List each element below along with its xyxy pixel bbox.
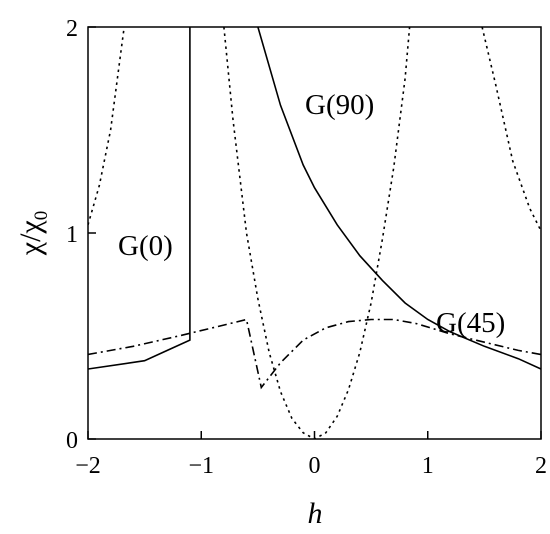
series-layer: [88, 27, 541, 439]
y-tick-label: 1: [66, 222, 78, 248]
x-axis-label: h: [308, 497, 323, 530]
series-label-g0: G(0): [118, 230, 173, 262]
series-label-g90: G(90): [305, 89, 374, 121]
series-line-g-90-segment-2: [481, 27, 541, 232]
series-line-g-0-segment-1: [257, 27, 541, 370]
series-line-g-90-segment-0: [88, 27, 125, 226]
series-line-g-45-segment-0: [88, 318, 541, 390]
y-axis-label-main: χ/χ: [14, 220, 47, 257]
series-label-g45: G(45): [436, 307, 505, 339]
series-line-g-0-segment-0: [88, 27, 191, 370]
series-line-g-90-segment-1: [223, 27, 411, 439]
svg-text:χ/χ0: χ/χ0: [14, 211, 52, 256]
x-tick-label: 1: [422, 453, 434, 479]
x-tick-label: 0: [309, 453, 321, 479]
y-tick-label: 2: [66, 16, 78, 42]
y-axis-label: χ/χ0: [14, 211, 52, 256]
x-tick-label: −1: [188, 453, 214, 479]
y-axis-label-subscript: 0: [31, 211, 52, 221]
x-tick-label: 2: [535, 453, 547, 479]
x-tick-label: −2: [75, 453, 101, 479]
ticks-layer: −2 −1 0 1 2 0 1 2: [66, 16, 547, 479]
y-tick-label: 0: [66, 428, 78, 454]
